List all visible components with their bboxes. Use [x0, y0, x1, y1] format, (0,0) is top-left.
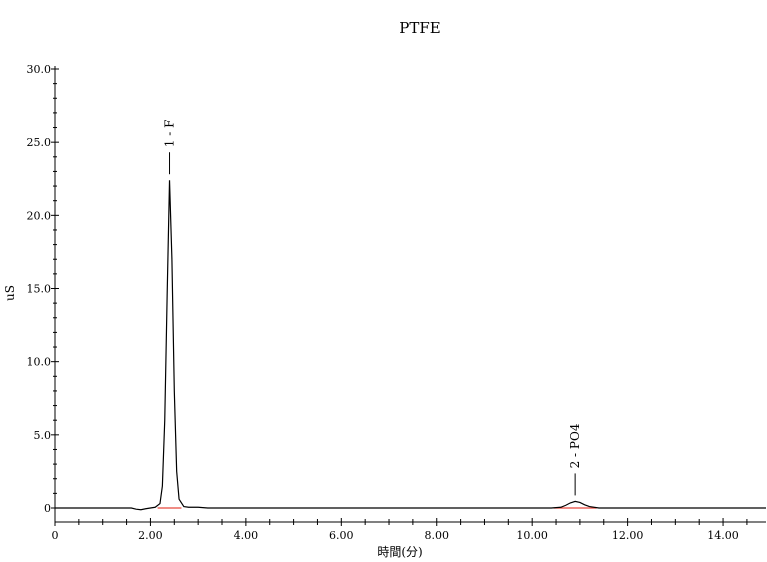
y-tick-label: 5.0 — [34, 429, 52, 442]
y-tick-label: 20.0 — [27, 209, 52, 222]
x-tick-label: 4.00 — [234, 529, 259, 542]
y-tick-label: 25.0 — [27, 136, 52, 149]
y-tick-label: 15.0 — [27, 283, 52, 296]
x-tick-label: 12.00 — [612, 529, 644, 542]
x-tick-label: 6.00 — [329, 529, 354, 542]
y-tick-label: 10.0 — [27, 356, 52, 369]
axes: 0 5.0 10.0 15.0 20.0 25.0 30.0 0 2.00 4.00 6.00 8.0… — [27, 63, 766, 542]
y-axis-label: uS — [3, 285, 17, 301]
series-line — [55, 180, 766, 511]
peak-label: 1 - F — [163, 120, 177, 148]
x-axis-label: 時間(分) — [377, 545, 422, 559]
x-tick-label: 2.00 — [138, 529, 163, 542]
x-tick-label: 0 — [52, 529, 59, 542]
y-tick-label: 0 — [44, 502, 51, 515]
peak-label: 2 - PO4 — [568, 423, 582, 468]
x-tick-label: 8.00 — [424, 529, 449, 542]
x-tick-label: 14.00 — [707, 529, 739, 542]
chart-title: PTFE — [399, 19, 440, 37]
peak-labels: 1 - F 2 - PO4 — [163, 120, 582, 496]
y-tick-label: 30.0 — [27, 63, 52, 76]
x-tick-label: 10.00 — [516, 529, 548, 542]
